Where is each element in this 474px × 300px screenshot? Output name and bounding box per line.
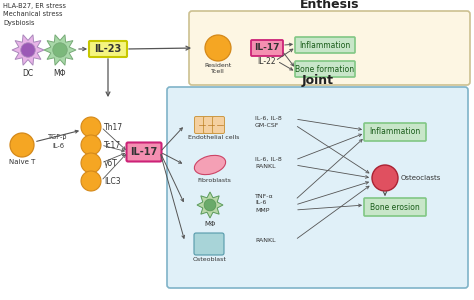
Polygon shape	[197, 192, 223, 218]
Text: Bone erosion: Bone erosion	[370, 202, 420, 211]
Circle shape	[81, 153, 101, 173]
Text: IL-6: IL-6	[52, 143, 64, 149]
Text: TNF-α
IL-6
MMP: TNF-α IL-6 MMP	[255, 194, 273, 212]
Text: IL-6, IL-8
GM-CSF: IL-6, IL-8 GM-CSF	[255, 116, 282, 128]
Circle shape	[372, 165, 398, 191]
FancyBboxPatch shape	[364, 123, 426, 141]
Circle shape	[81, 135, 101, 155]
Circle shape	[21, 43, 35, 57]
Text: IL-22: IL-22	[258, 56, 276, 65]
FancyBboxPatch shape	[295, 61, 355, 77]
Text: Fibroblasts: Fibroblasts	[197, 178, 231, 183]
Circle shape	[10, 133, 34, 157]
Text: IL-23: IL-23	[94, 44, 122, 54]
FancyBboxPatch shape	[251, 40, 283, 56]
Circle shape	[205, 35, 231, 61]
Text: IL-17: IL-17	[254, 44, 280, 52]
Text: γδT: γδT	[104, 158, 118, 167]
Text: Tc17: Tc17	[104, 140, 121, 149]
FancyBboxPatch shape	[127, 142, 162, 161]
Text: RANKL: RANKL	[255, 238, 275, 242]
Text: IL-6, IL-8
RANKL: IL-6, IL-8 RANKL	[255, 157, 282, 169]
Circle shape	[53, 43, 67, 57]
Text: Joint: Joint	[301, 74, 334, 87]
Text: DC: DC	[22, 69, 34, 78]
Text: Bone formation: Bone formation	[295, 64, 355, 74]
Text: Inflammation: Inflammation	[300, 40, 351, 50]
FancyBboxPatch shape	[89, 41, 127, 57]
FancyBboxPatch shape	[194, 233, 224, 255]
Polygon shape	[44, 35, 76, 65]
Text: MΦ: MΦ	[204, 221, 216, 227]
FancyBboxPatch shape	[364, 198, 426, 216]
FancyBboxPatch shape	[203, 116, 216, 134]
FancyBboxPatch shape	[167, 87, 468, 288]
FancyBboxPatch shape	[295, 37, 355, 53]
Circle shape	[81, 117, 101, 137]
Circle shape	[81, 171, 101, 191]
Text: Enthesis: Enthesis	[300, 0, 359, 11]
Text: Inflammation: Inflammation	[369, 128, 420, 136]
FancyBboxPatch shape	[194, 116, 207, 134]
Text: Naive T: Naive T	[9, 159, 35, 165]
Text: Osteoclasts: Osteoclasts	[401, 175, 441, 181]
Text: ILC3: ILC3	[104, 176, 120, 185]
Text: Endothelial cells: Endothelial cells	[188, 135, 240, 140]
Text: TGF-β: TGF-β	[48, 134, 68, 140]
Text: HLA-B27, ER stress
Mechanical stress
Dysbiosis: HLA-B27, ER stress Mechanical stress Dys…	[3, 3, 66, 26]
Text: Osteoblast: Osteoblast	[193, 257, 227, 262]
FancyBboxPatch shape	[189, 11, 470, 85]
Text: MΦ: MΦ	[54, 69, 66, 78]
Ellipse shape	[194, 155, 226, 175]
Polygon shape	[12, 35, 44, 65]
FancyBboxPatch shape	[212, 116, 225, 134]
Text: IL-17: IL-17	[130, 147, 158, 157]
Text: Th17: Th17	[104, 122, 123, 131]
Circle shape	[204, 199, 216, 211]
Text: Resident
Tcell: Resident Tcell	[204, 63, 232, 74]
